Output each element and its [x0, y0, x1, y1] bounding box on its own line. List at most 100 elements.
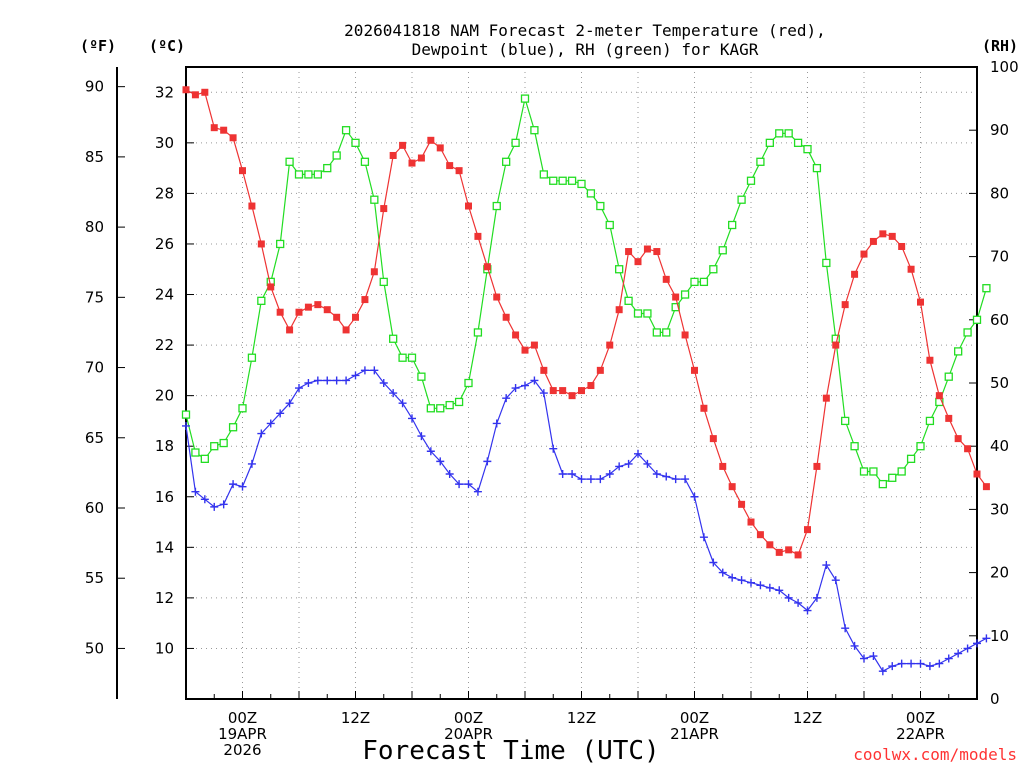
dewpoint-point	[850, 641, 859, 650]
rh-point	[360, 157, 370, 166]
dewpoint-point	[944, 654, 953, 663]
temperature-point	[926, 356, 934, 364]
dewpoint-point	[247, 459, 256, 468]
rh-point	[671, 303, 680, 312]
rh-point	[351, 138, 360, 147]
x-tick-label: 20APR	[444, 725, 493, 743]
dewpoint-point	[982, 634, 991, 643]
dewpoint-point	[276, 409, 285, 418]
rh-point	[370, 195, 379, 204]
rh-point	[728, 220, 737, 230]
rh-point	[869, 467, 878, 476]
f-tick-label: 55	[85, 569, 104, 587]
dewpoint-point	[963, 644, 972, 653]
rh-point	[539, 170, 548, 179]
temperature-point	[220, 126, 228, 134]
rh-point	[916, 442, 925, 451]
dewpoint-point	[360, 366, 369, 375]
rh-point	[200, 454, 209, 463]
dewpoint-point	[492, 419, 501, 428]
dewpoint-point	[878, 667, 887, 676]
temperature-point	[691, 366, 698, 374]
rh-point	[502, 157, 511, 166]
rh-point	[803, 145, 812, 154]
x-tick-label: 12Z	[567, 709, 596, 727]
rh-point	[238, 404, 247, 413]
temperature-point	[568, 392, 576, 400]
rh-point	[332, 151, 341, 160]
rh-point	[285, 157, 294, 166]
temperature-point	[512, 331, 520, 339]
temperature-point	[314, 301, 322, 309]
temperature-point	[888, 232, 896, 240]
temperature-point	[182, 86, 190, 94]
temperature-point	[756, 531, 764, 539]
temperature-point	[898, 242, 906, 250]
dewpoint-point	[860, 654, 868, 663]
rh-point	[417, 372, 426, 381]
rh-series	[181, 94, 991, 489]
rh-point	[906, 454, 916, 463]
temperature-point	[606, 341, 614, 349]
temperature-point	[625, 248, 633, 256]
rh-point	[181, 410, 191, 419]
x-tick-label: 12Z	[341, 709, 370, 727]
dewpoint-point	[586, 475, 595, 484]
rh-point	[765, 138, 774, 147]
dewpoint-point	[530, 376, 539, 385]
dewpoint-point	[266, 419, 275, 428]
temperature-point	[474, 232, 482, 240]
rh-point	[737, 195, 746, 204]
dewpoint-point	[219, 500, 228, 509]
rh-point	[445, 400, 454, 410]
rh-point	[954, 347, 963, 356]
f-tick-label: 65	[85, 429, 104, 447]
rh-tick-label: 70	[990, 248, 1009, 266]
temperature-point	[935, 392, 943, 400]
dewpoint-point	[351, 371, 360, 380]
temperature-point	[917, 298, 924, 306]
f-tick-label: 70	[85, 359, 104, 377]
c-tick-label: 26	[155, 235, 174, 253]
dewpoint-point	[323, 376, 332, 385]
rh-tick-label: 10	[990, 627, 1009, 645]
dewpoint-point	[803, 606, 812, 615]
temperature-point	[804, 526, 811, 534]
dewpoint-point	[935, 659, 944, 668]
temperature-point	[361, 296, 369, 304]
c-tick-label: 14	[155, 538, 174, 556]
temperature-point	[417, 154, 425, 162]
dewpoint-point	[624, 459, 633, 468]
c-tick-label: 20	[155, 387, 174, 405]
dewpoint-point	[925, 662, 934, 671]
rh-point	[191, 448, 200, 457]
temperature-point	[191, 91, 199, 99]
dewpoint-point	[897, 659, 906, 668]
temperature-point	[483, 263, 491, 271]
dewpoint-point	[313, 376, 322, 385]
temperature-point	[615, 306, 623, 314]
temperature-point	[634, 258, 642, 266]
temperature-point	[304, 303, 312, 311]
temperature-point	[267, 283, 275, 291]
rh-point	[323, 163, 332, 173]
rh-point	[596, 201, 605, 211]
rh-point	[972, 315, 982, 324]
rh-point	[775, 129, 784, 138]
temperature-point	[427, 136, 435, 144]
dewpoint-point	[285, 399, 294, 408]
x-tick-label: 21APR	[670, 725, 719, 743]
rh-point	[304, 170, 313, 179]
rh-point	[615, 265, 624, 274]
dewpoint-point	[549, 444, 558, 453]
temperature-point	[521, 346, 529, 354]
rh-point	[944, 372, 953, 381]
f-tick-label: 50	[85, 639, 104, 657]
temperature-point	[455, 167, 463, 175]
rh-point	[567, 176, 577, 185]
dewpoint-point	[210, 502, 219, 511]
rh-point	[643, 309, 652, 318]
temperature-point	[239, 167, 246, 175]
